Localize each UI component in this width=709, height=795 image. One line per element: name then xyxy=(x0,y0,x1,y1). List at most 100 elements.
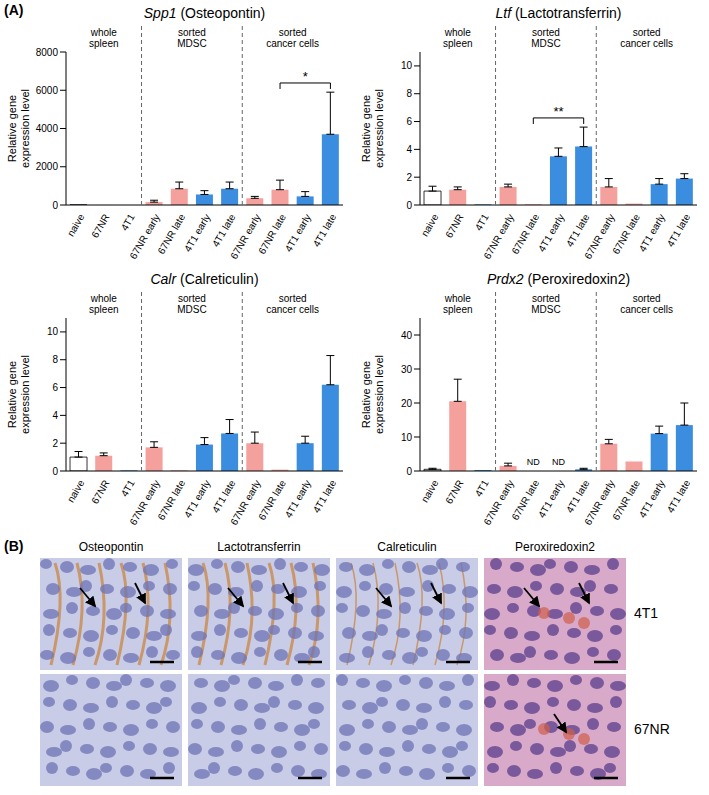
svg-text:67NR: 67NR xyxy=(89,478,111,506)
svg-text:67NR early: 67NR early xyxy=(127,212,162,261)
svg-text:4: 4 xyxy=(406,144,412,155)
svg-text:Relative gene: Relative gene xyxy=(360,361,372,428)
html-text:4T1: 4T1 xyxy=(634,605,659,621)
svg-text:ND: ND xyxy=(527,457,540,467)
svg-text:8000: 8000 xyxy=(36,47,59,58)
svg-text:wholespleen: wholespleen xyxy=(89,27,118,49)
svg-text:8: 8 xyxy=(406,88,412,99)
html-text:Calr (Calreticulin): Calr (Calreticulin) xyxy=(150,271,259,287)
svg-text:4T1 late: 4T1 late xyxy=(311,212,339,249)
svg-text:67NR late: 67NR late xyxy=(256,212,288,257)
svg-text:naive: naive xyxy=(419,478,441,505)
svg-text:sortedcancer cells: sortedcancer cells xyxy=(620,293,673,315)
svg-text:sortedMDSC: sortedMDSC xyxy=(177,27,206,49)
svg-text:67NR late: 67NR late xyxy=(610,478,642,523)
svg-text:sortedcancer cells: sortedcancer cells xyxy=(620,27,673,49)
svg-text:0: 0 xyxy=(406,466,412,477)
svg-text:67NR late: 67NR late xyxy=(155,478,188,523)
svg-text:4000: 4000 xyxy=(36,123,59,134)
svg-text:sortedMDSC: sortedMDSC xyxy=(177,293,206,315)
html-text:Spp1 (Osteopontin): Spp1 (Osteopontin) xyxy=(143,5,266,21)
html-text:(B): (B) xyxy=(4,538,24,554)
svg-text:Relative gene: Relative gene xyxy=(6,95,18,162)
svg-text:67NR late: 67NR late xyxy=(509,478,542,523)
svg-text:2: 2 xyxy=(406,172,412,183)
html-text:Osteopontin: Osteopontin xyxy=(78,540,144,554)
svg-text:4T1 early: 4T1 early xyxy=(283,212,313,254)
svg-text:40: 40 xyxy=(401,330,413,341)
svg-text:2000: 2000 xyxy=(36,161,59,172)
svg-text:sortedcancer cells: sortedcancer cells xyxy=(266,293,319,315)
svg-text:sortedMDSC: sortedMDSC xyxy=(531,293,560,315)
svg-text:6000: 6000 xyxy=(36,85,59,96)
svg-text:4T1 early: 4T1 early xyxy=(637,212,667,254)
svg-text:20: 20 xyxy=(401,398,413,409)
svg-text:0: 0 xyxy=(52,200,58,211)
svg-text:naive: naive xyxy=(65,212,87,239)
svg-text:sortedcancer cells: sortedcancer cells xyxy=(266,27,319,49)
svg-text:30: 30 xyxy=(401,364,413,375)
svg-text:67NR early: 67NR early xyxy=(582,212,617,261)
svg-text:67NR early: 67NR early xyxy=(481,478,516,527)
html-text:Prdx2 (Peroxiredoxin2): Prdx2 (Peroxiredoxin2) xyxy=(486,271,631,287)
svg-text:4T1 late: 4T1 late xyxy=(665,478,693,515)
svg-text:4T1 late: 4T1 late xyxy=(210,478,238,515)
svg-text:wholespleen: wholespleen xyxy=(89,293,118,315)
svg-text:10: 10 xyxy=(47,326,59,337)
svg-text:4T1: 4T1 xyxy=(473,212,491,233)
svg-text:6: 6 xyxy=(52,382,58,393)
svg-text:4T1 early: 4T1 early xyxy=(637,478,667,520)
svg-text:67NR late: 67NR late xyxy=(509,212,542,257)
svg-text:6: 6 xyxy=(406,116,412,127)
svg-text:naive: naive xyxy=(65,478,87,505)
svg-text:67NR: 67NR xyxy=(443,478,465,506)
svg-text:Relative gene: Relative gene xyxy=(360,95,372,162)
svg-text:4T1 early: 4T1 early xyxy=(536,212,566,254)
svg-text:4T1 early: 4T1 early xyxy=(283,478,313,520)
svg-text:8: 8 xyxy=(52,354,58,365)
svg-text:67NR late: 67NR late xyxy=(256,478,288,523)
svg-text:4T1 late: 4T1 late xyxy=(564,478,592,515)
svg-text:4T1 early: 4T1 early xyxy=(536,478,566,520)
svg-text:0: 0 xyxy=(406,200,412,211)
svg-text:ND: ND xyxy=(552,457,565,467)
html-text:Ltf (Lactotransferrin): Ltf (Lactotransferrin) xyxy=(495,5,622,21)
svg-text:expression level: expression level xyxy=(373,89,385,168)
svg-text:67NR early: 67NR early xyxy=(582,478,617,527)
svg-text:expression level: expression level xyxy=(373,355,385,434)
svg-text:4T1 late: 4T1 late xyxy=(665,212,693,249)
svg-text:wholespleen: wholespleen xyxy=(443,293,472,315)
svg-text:4T1: 4T1 xyxy=(473,478,491,499)
html-text:Lactotransferrin: Lactotransferrin xyxy=(217,540,301,554)
svg-text:4T1: 4T1 xyxy=(119,212,137,233)
svg-text:10: 10 xyxy=(401,60,413,71)
svg-text:expression level: expression level xyxy=(19,89,31,168)
svg-text:67NR early: 67NR early xyxy=(228,212,263,261)
svg-text:0: 0 xyxy=(52,466,58,477)
svg-text:67NR: 67NR xyxy=(443,212,465,240)
svg-text:67NR early: 67NR early xyxy=(481,212,516,261)
svg-text:10: 10 xyxy=(401,432,413,443)
svg-text:67NR: 67NR xyxy=(89,212,111,240)
svg-text:4T1: 4T1 xyxy=(119,478,137,499)
svg-text:expression level: expression level xyxy=(19,355,31,434)
svg-text:4T1 late: 4T1 late xyxy=(564,212,592,249)
svg-text:2: 2 xyxy=(52,438,58,449)
svg-text:4T1 early: 4T1 early xyxy=(182,478,212,520)
svg-text:*: * xyxy=(303,69,308,84)
svg-text:4T1 late: 4T1 late xyxy=(311,478,339,515)
html-text:67NR: 67NR xyxy=(634,721,670,737)
svg-text:sortedMDSC: sortedMDSC xyxy=(531,27,560,49)
svg-text:67NR early: 67NR early xyxy=(228,478,263,527)
svg-text:**: ** xyxy=(553,104,563,119)
svg-text:naive: naive xyxy=(419,212,441,239)
svg-text:67NR late: 67NR late xyxy=(610,212,642,257)
html-text:(A): (A) xyxy=(4,2,24,18)
svg-text:4T1 late: 4T1 late xyxy=(210,212,238,249)
svg-text:67NR late: 67NR late xyxy=(155,212,188,257)
svg-text:wholespleen: wholespleen xyxy=(443,27,472,49)
svg-text:4T1 early: 4T1 early xyxy=(182,212,212,254)
svg-text:4: 4 xyxy=(52,410,58,421)
svg-text:67NR early: 67NR early xyxy=(127,478,162,527)
svg-text:Relative gene: Relative gene xyxy=(6,361,18,428)
